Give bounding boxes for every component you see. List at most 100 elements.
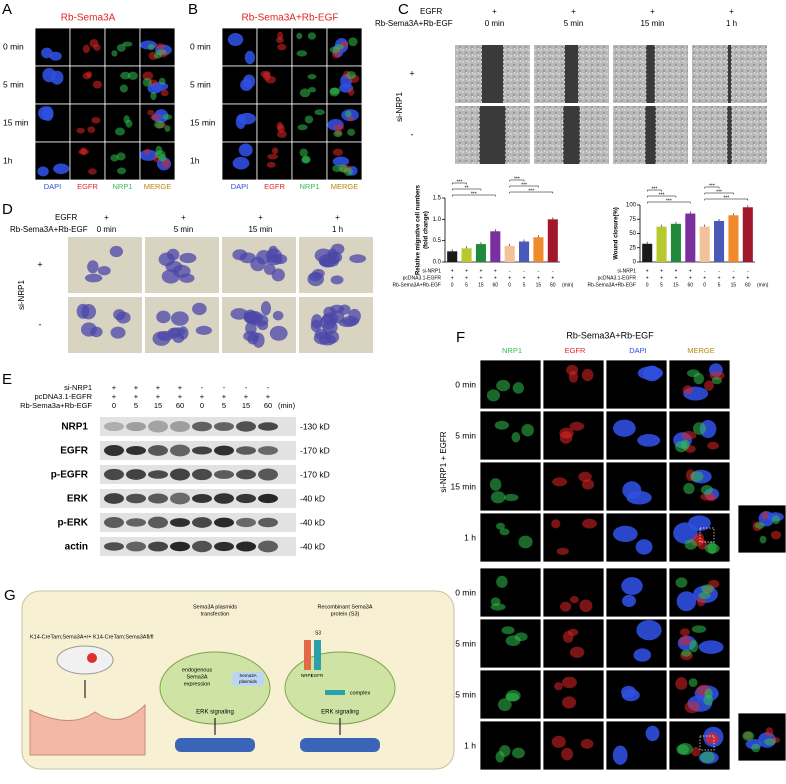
micrograph bbox=[480, 462, 541, 511]
cell bbox=[240, 78, 253, 91]
significance-bracket bbox=[646, 201, 691, 204]
cell bbox=[707, 441, 719, 450]
table-cell: + bbox=[451, 268, 454, 274]
cell bbox=[170, 311, 189, 326]
cell bbox=[709, 371, 725, 380]
cell bbox=[37, 166, 49, 177]
micrograph-border bbox=[605, 359, 668, 410]
cell bbox=[569, 421, 585, 431]
table-cell: 15 bbox=[731, 282, 737, 288]
micrograph bbox=[35, 28, 70, 66]
side-mark: - bbox=[411, 129, 414, 139]
bar bbox=[519, 241, 530, 262]
side-mark: - bbox=[39, 319, 42, 329]
cell bbox=[310, 319, 322, 333]
header-cell: + bbox=[134, 383, 139, 392]
cell bbox=[561, 676, 577, 689]
cell bbox=[486, 389, 501, 402]
cell bbox=[82, 44, 90, 54]
significance-bracket bbox=[704, 198, 749, 201]
table-row-label: Rb-Sema3A+Rb-EGF bbox=[588, 282, 637, 288]
micrograph bbox=[606, 721, 667, 770]
blot-band bbox=[192, 540, 212, 553]
column-label: NRP1 bbox=[112, 182, 132, 191]
panel-label: F bbox=[456, 329, 465, 346]
header-cell: + bbox=[156, 383, 161, 392]
cell bbox=[682, 385, 694, 395]
table-cell: + bbox=[660, 275, 663, 281]
header-label: Rb-Sema3A+Rb-EGF bbox=[375, 19, 453, 28]
row-label: 5 min bbox=[3, 79, 24, 89]
table-cell: 0 bbox=[451, 282, 454, 288]
header-cell: - bbox=[223, 383, 226, 392]
header-time: 1 h bbox=[726, 19, 737, 28]
cell bbox=[158, 77, 166, 85]
row-label: 0 min bbox=[3, 41, 24, 51]
y-tick-label: 0.5 bbox=[433, 238, 442, 244]
table-unit: (min) bbox=[757, 282, 769, 288]
cell bbox=[271, 268, 285, 282]
wound-gap bbox=[646, 45, 655, 103]
cell bbox=[689, 640, 699, 653]
table-cell: + bbox=[494, 275, 497, 281]
header-cell: 60 bbox=[264, 401, 272, 410]
y-tick-label: 50 bbox=[629, 231, 636, 237]
cell bbox=[347, 116, 354, 122]
cell bbox=[674, 440, 688, 453]
table-cell: + bbox=[451, 275, 454, 281]
blot-band bbox=[192, 468, 212, 481]
blot-band bbox=[148, 516, 168, 529]
cell bbox=[329, 87, 340, 97]
header-label: Rb-Sema3A+Rb-EGF bbox=[10, 225, 88, 234]
row-label: 15 min bbox=[190, 117, 216, 127]
cell bbox=[759, 535, 767, 544]
cell bbox=[622, 594, 637, 608]
significance-bracket bbox=[509, 179, 525, 182]
cell bbox=[297, 124, 308, 131]
bar bbox=[699, 226, 710, 262]
significance-bracket bbox=[451, 182, 467, 185]
cell bbox=[556, 547, 569, 556]
schematic-text: Recombinant Sema3A bbox=[317, 604, 372, 610]
wound-gap bbox=[727, 45, 732, 103]
schematic-text: ERK signaling bbox=[321, 710, 359, 716]
cell bbox=[612, 419, 636, 437]
wound-gap bbox=[645, 106, 656, 164]
micrograph-border bbox=[479, 618, 542, 669]
header-time: 5 min bbox=[174, 225, 194, 234]
table-cell: - bbox=[523, 268, 525, 274]
micrograph-border bbox=[479, 410, 542, 461]
cell bbox=[348, 37, 358, 47]
micrograph bbox=[105, 104, 140, 142]
significance-label: *** bbox=[514, 176, 520, 182]
cell bbox=[692, 422, 707, 435]
blot-band bbox=[236, 421, 256, 432]
cell bbox=[688, 678, 698, 688]
table-cell: + bbox=[523, 275, 526, 281]
cell bbox=[693, 372, 705, 385]
cell bbox=[296, 32, 303, 40]
y-tick-label: 75 bbox=[629, 217, 636, 223]
tissue bbox=[29, 703, 146, 756]
cell bbox=[612, 745, 628, 765]
cell bbox=[622, 481, 642, 500]
blot-band bbox=[214, 517, 234, 528]
cell bbox=[347, 128, 356, 136]
significance-label: *** bbox=[528, 188, 534, 194]
cell bbox=[142, 77, 152, 87]
cell bbox=[581, 368, 594, 382]
cell bbox=[705, 734, 720, 745]
blot-band bbox=[170, 541, 190, 552]
table-cell: 15 bbox=[536, 282, 542, 288]
cell bbox=[179, 252, 197, 264]
cell bbox=[497, 698, 512, 712]
cell bbox=[612, 525, 638, 543]
y-axis-label: (fold change) bbox=[424, 211, 430, 249]
column-label: NRP1 bbox=[502, 346, 522, 355]
row-label: 1h bbox=[190, 155, 200, 165]
cell bbox=[554, 682, 563, 691]
cell bbox=[338, 318, 357, 328]
cell bbox=[144, 148, 151, 155]
row-label: 0 min bbox=[455, 379, 476, 389]
significance-label: *** bbox=[471, 191, 477, 197]
